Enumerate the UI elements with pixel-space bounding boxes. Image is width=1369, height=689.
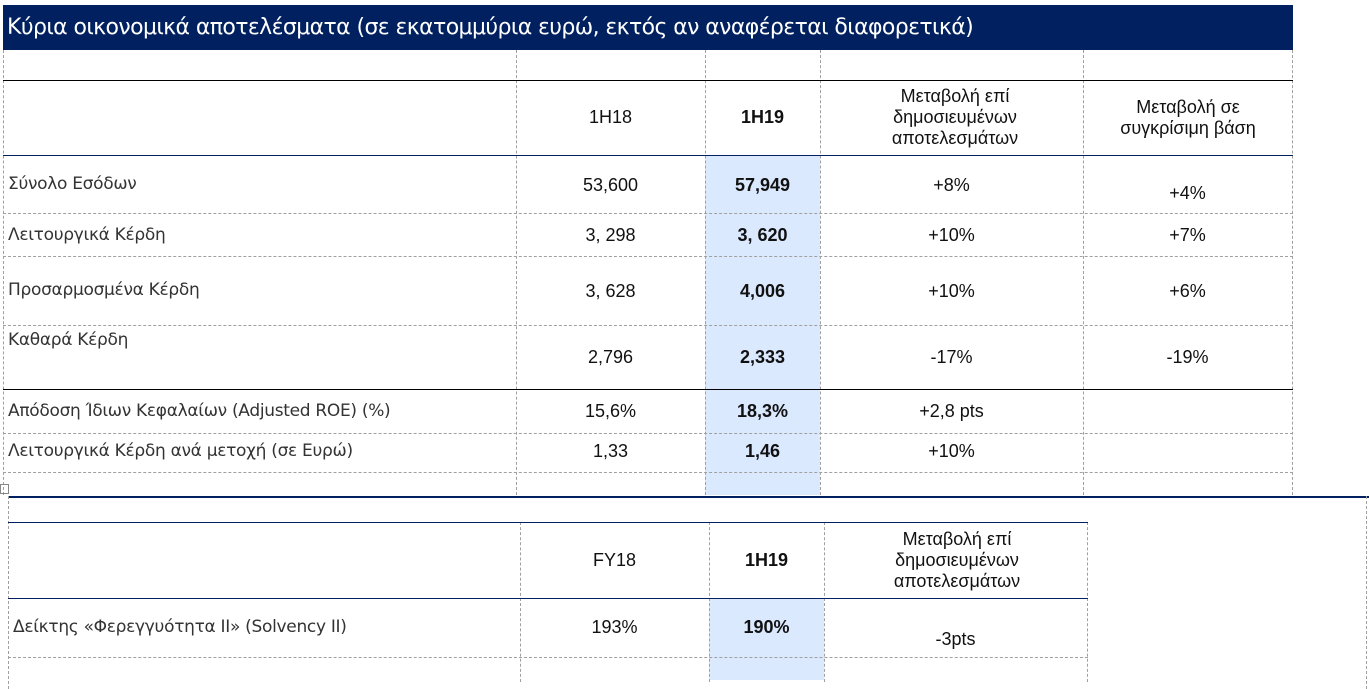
cell-1h18: 2,796 <box>587 346 634 367</box>
table-move-handle-icon[interactable] <box>0 484 9 494</box>
page-title: Κύρια οικονομικά αποτελέσματα (σε εκατομ… <box>3 5 1293 50</box>
cell-1h19: 3, 620 <box>737 224 788 245</box>
cell-fy18: 193% <box>591 616 638 637</box>
header-1h19: 1H19 <box>740 107 785 127</box>
cell-1h18: 3, 628 <box>585 280 636 301</box>
cell-1h18: 53,600 <box>582 174 639 195</box>
row-label: Καθαρά Κέρδη <box>8 330 129 350</box>
cell-1h18: 1,33 <box>592 440 629 461</box>
row-label: Λειτουργικά Κέρδη <box>8 225 166 245</box>
cell-comparable-change: +4% <box>1169 182 1206 203</box>
row-label: Απόδοση Ίδιων Κεφαλαίων (Adjusted ROE) (… <box>8 401 391 421</box>
header-fy18: FY18 <box>592 549 637 570</box>
cell-comparable-change: +6% <box>1169 280 1206 301</box>
cell-1h19: 190% <box>743 616 790 637</box>
cell-comparable-change: -19% <box>1166 346 1209 367</box>
row-label: Λειτουργικά Κέρδη ανά μετοχή (σε Ευρώ) <box>8 441 353 461</box>
cell-1h19: 18,3% <box>736 400 789 421</box>
cell-1h19: 57,949 <box>734 174 791 195</box>
cell-1h19: 2,333 <box>739 346 786 367</box>
header-comparable-change: Μεταβολή σε συγκρίσιμη βάση <box>1120 96 1256 138</box>
cell-reported-change: +2,8 pts <box>919 400 984 421</box>
cell-1h19: 1,46 <box>744 440 781 461</box>
highlight-column <box>709 598 824 680</box>
row-label: Σύνολο Εσόδων <box>8 174 137 194</box>
cell-comparable-change: +7% <box>1169 224 1206 245</box>
cell-reported-change: -3pts <box>935 628 976 649</box>
cell-1h18: 15,6% <box>584 400 637 421</box>
header-1h19: 1H19 <box>744 549 789 570</box>
row-label: Δείκτης «Φερεγγυότητα II» (Solvency II) <box>13 617 347 637</box>
cell-1h19: 4,006 <box>739 280 786 301</box>
header-reported-change: Μεταβολή επί δημοσιευμένων αποτελεσμάτων <box>891 86 1019 148</box>
cell-reported-change: +10% <box>928 224 975 245</box>
header-reported-change: Μεταβολή επί δημοσιευμένων αποτελεσμάτων <box>893 528 1021 591</box>
cell-reported-change: +10% <box>928 440 975 461</box>
cell-1h18: 3, 298 <box>585 224 636 245</box>
row-label: Προσαρμοσμένα Κέρδη <box>8 280 200 300</box>
cell-reported-change: +8% <box>933 174 970 195</box>
cell-reported-change: +10% <box>928 280 975 301</box>
cell-reported-change: -17% <box>930 346 973 367</box>
header-1h18: 1H18 <box>588 107 633 127</box>
